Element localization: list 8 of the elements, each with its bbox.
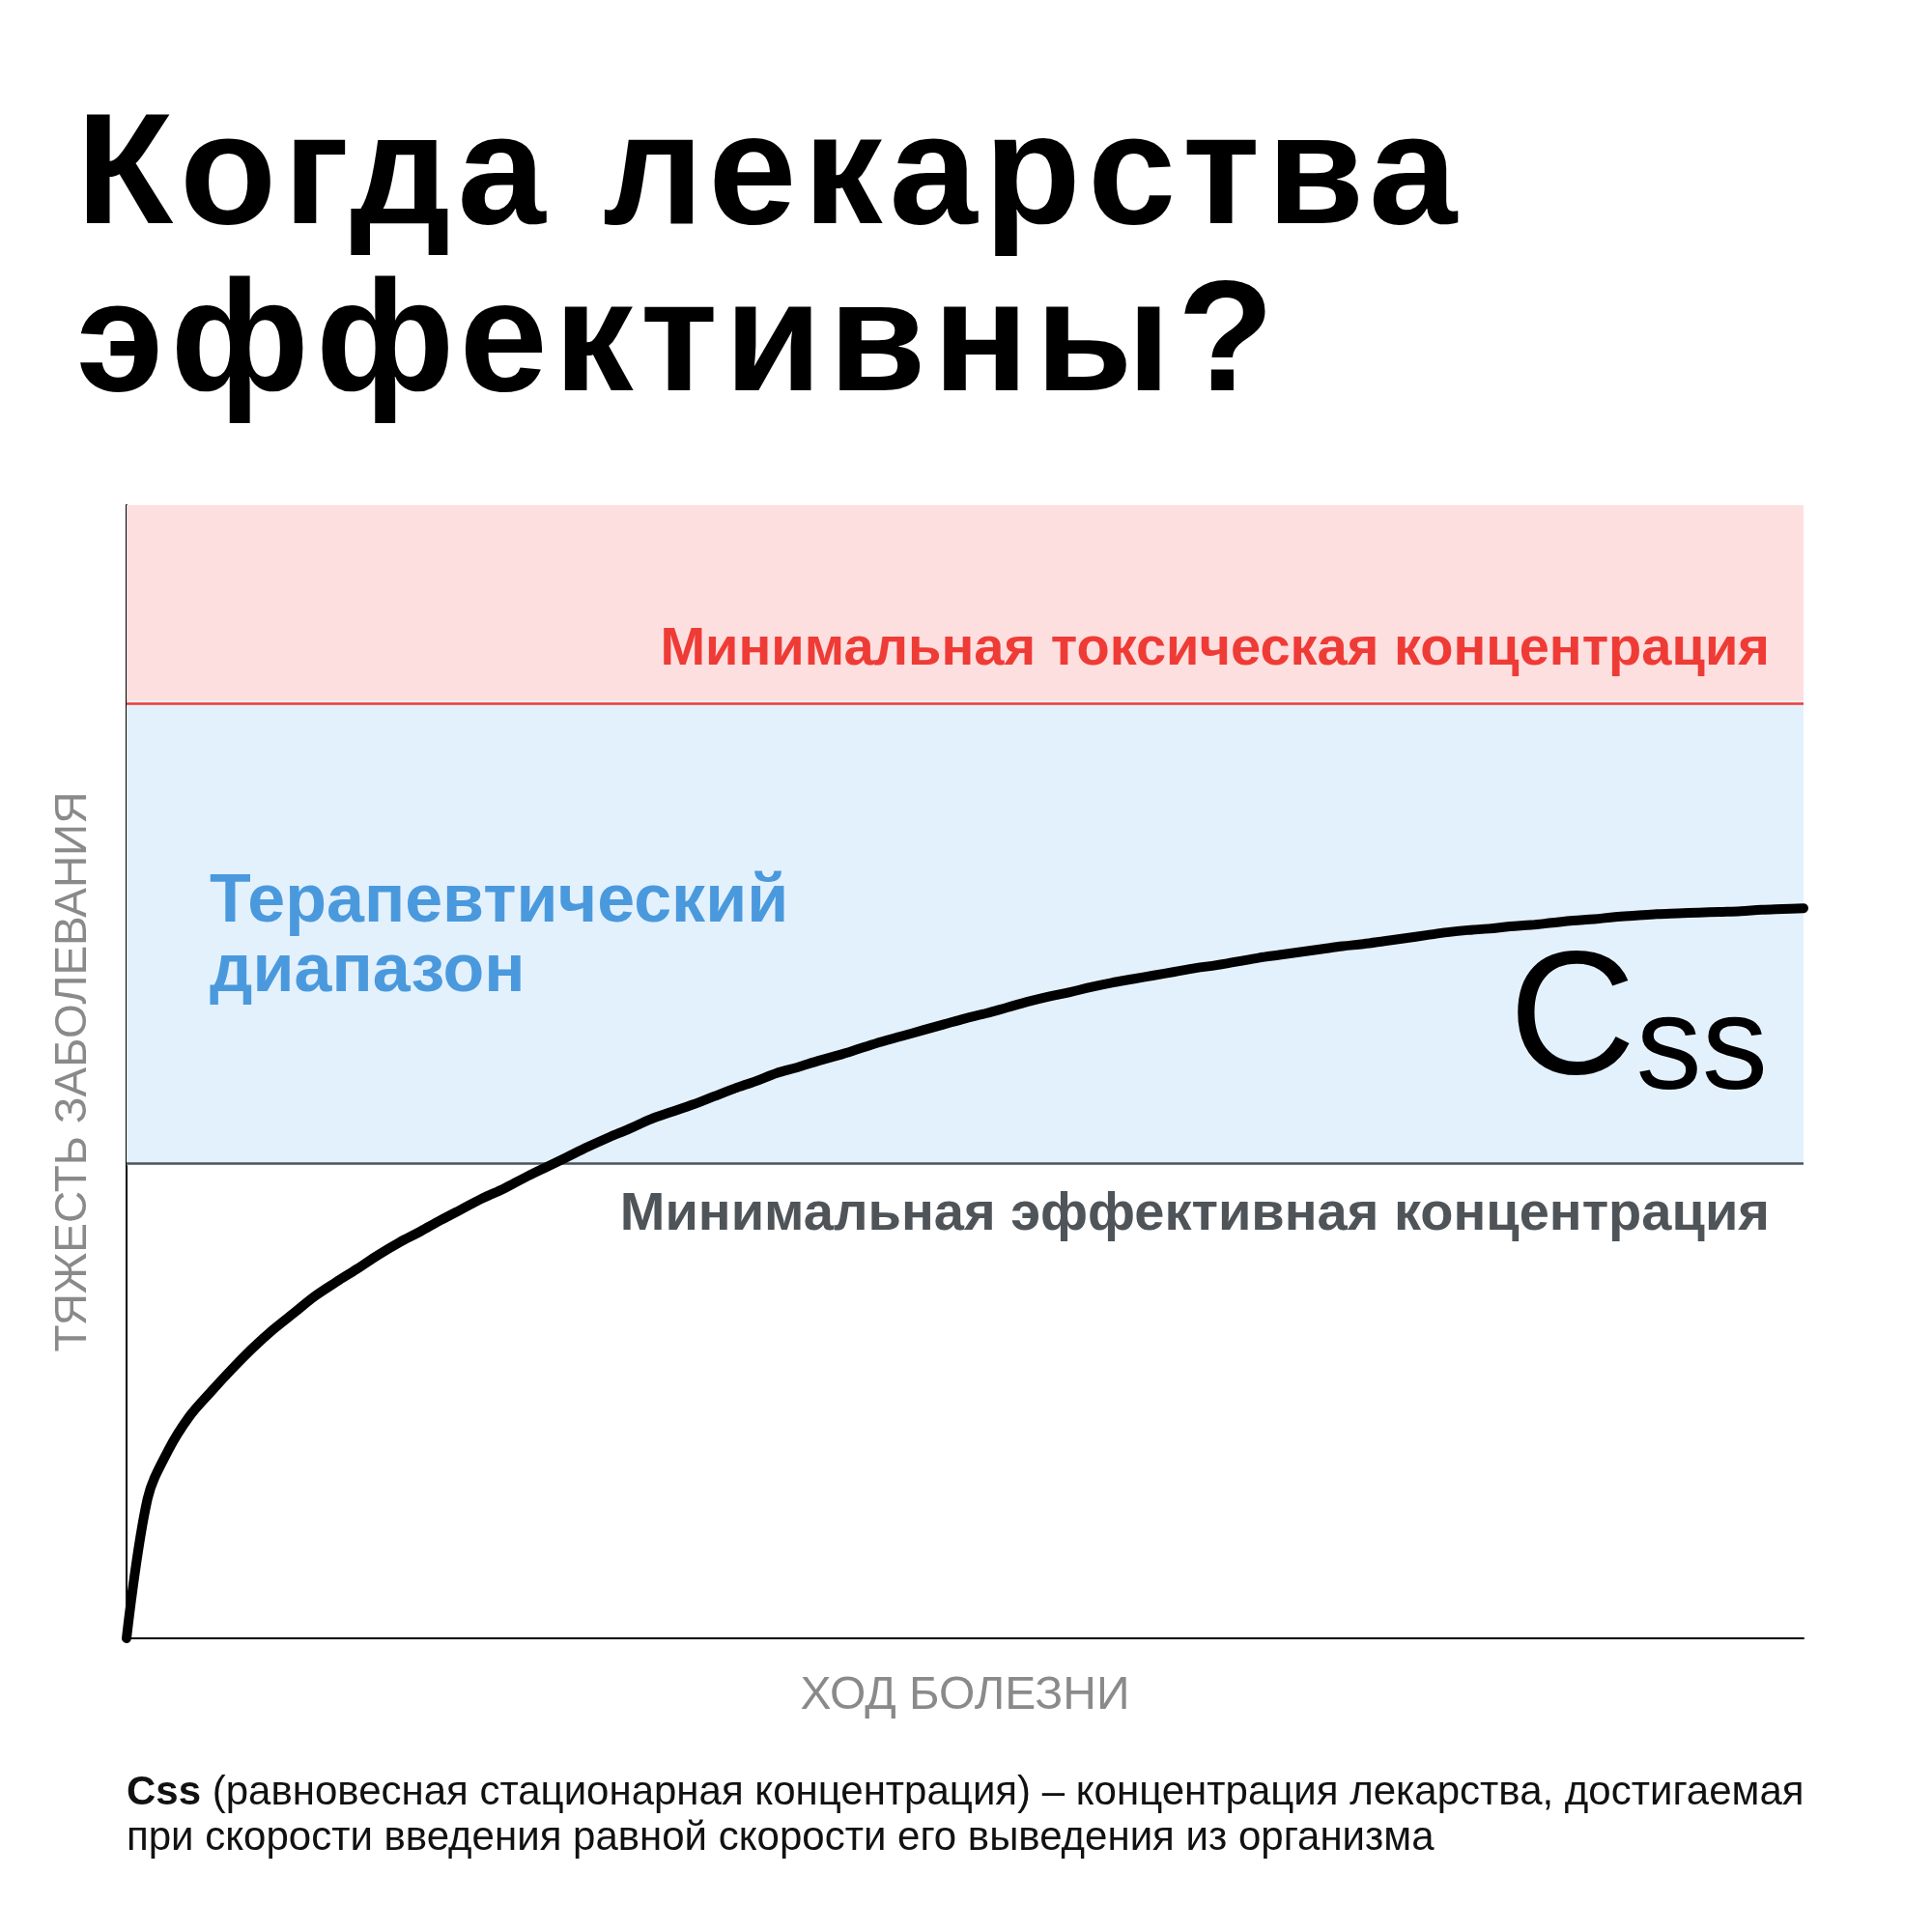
chart-title: Когда лекарства эффективны? [76,80,1465,424]
ref-line-label: Минимальная эффективная концентрация [619,1180,1770,1242]
ref-line-label: Минимальная токсическая концентрация [660,615,1770,677]
text: Css (равновесная стационарная концентрация) – концентрация лекарства, достигаемая при скорости введения равной скорости его выведения из организма [127,1768,1804,1859]
series-label: C$_{ss}$ [1509,914,1768,1118]
x-axis-title: ХОД БОЛЕЗНИ [800,1666,1130,1719]
y-axis-title: ТЯЖЕСТЬ ЗАБОЛЕВАНИЯ [45,791,96,1352]
band-label: Терапевтический диапазон [210,860,789,1006]
